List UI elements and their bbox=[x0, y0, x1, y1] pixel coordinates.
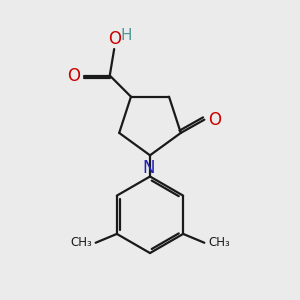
Text: CH₃: CH₃ bbox=[70, 236, 92, 249]
Text: H: H bbox=[121, 28, 132, 43]
Text: N: N bbox=[142, 159, 155, 177]
Text: O: O bbox=[208, 111, 221, 129]
Text: CH₃: CH₃ bbox=[208, 236, 230, 249]
Text: O: O bbox=[108, 29, 121, 47]
Text: O: O bbox=[67, 67, 80, 85]
